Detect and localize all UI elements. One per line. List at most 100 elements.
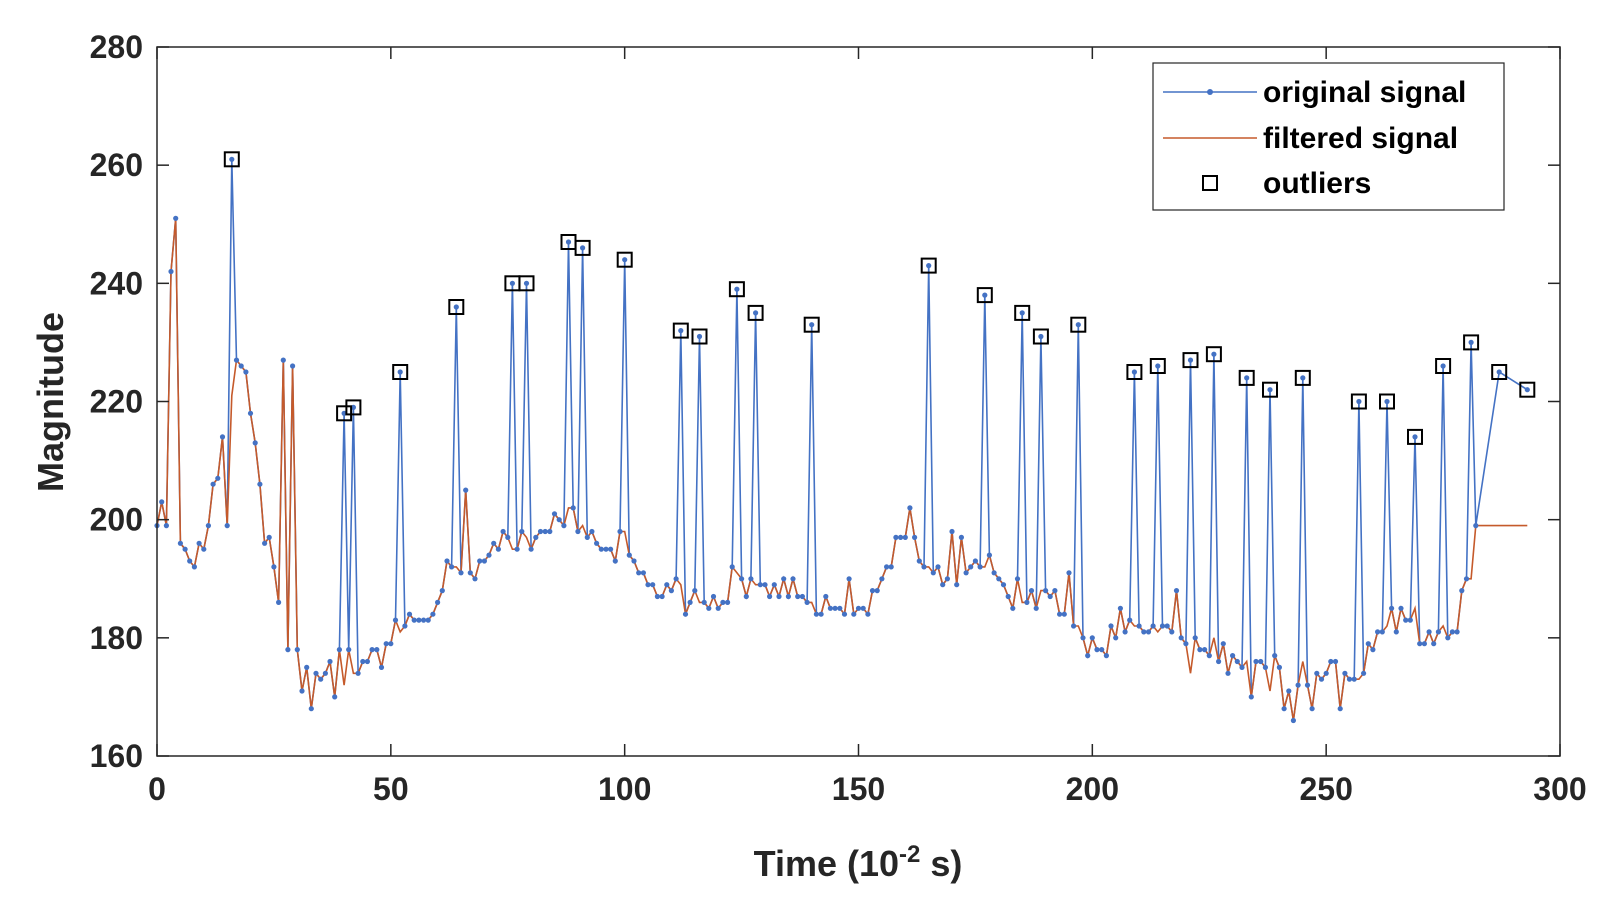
original-signal-point bbox=[435, 599, 441, 606]
outlier-marker bbox=[1463, 334, 1480, 351]
original-signal-point bbox=[1038, 333, 1044, 340]
original-signal-point bbox=[1248, 694, 1254, 700]
x-axis-title-tail: s) bbox=[920, 843, 962, 884]
original-signal-point bbox=[505, 534, 511, 541]
original-signal-point bbox=[177, 540, 183, 546]
original-signal-point bbox=[809, 322, 815, 328]
legend-box bbox=[1152, 62, 1505, 211]
original-signal-point bbox=[912, 534, 918, 541]
original-signal-point bbox=[1173, 588, 1180, 594]
original-signal-point bbox=[444, 558, 450, 564]
outlier-marker bbox=[336, 405, 353, 422]
original-signal-point bbox=[369, 647, 375, 653]
original-signal-point bbox=[383, 641, 389, 647]
original-signal-point bbox=[205, 523, 211, 529]
original-signal-point bbox=[1365, 641, 1371, 647]
original-signal-point bbox=[1276, 664, 1282, 671]
x-axis-title: Time (10-2 s) bbox=[754, 841, 963, 884]
original-signal-point bbox=[247, 410, 254, 416]
original-signal-point bbox=[1197, 647, 1203, 653]
original-signal-point bbox=[1155, 363, 1161, 369]
original-signal-point bbox=[233, 357, 240, 363]
original-signal-point bbox=[318, 676, 324, 682]
original-signal-point bbox=[589, 528, 595, 535]
original-signal-point bbox=[1262, 664, 1268, 671]
original-signal-point bbox=[1141, 629, 1147, 635]
original-signal-point bbox=[659, 593, 665, 600]
outlier-marker bbox=[1379, 393, 1395, 410]
original-signal-point bbox=[463, 487, 469, 493]
original-signal-point bbox=[542, 528, 548, 535]
original-signal-point bbox=[1332, 658, 1339, 665]
original-signal-point bbox=[1351, 676, 1357, 682]
original-signal-point bbox=[963, 570, 969, 576]
outlier-marker bbox=[1491, 364, 1508, 380]
outlier-marker bbox=[1182, 352, 1199, 369]
legend-original-label: original signal bbox=[1263, 76, 1466, 109]
original-signal-point bbox=[594, 540, 600, 546]
original-signal-point bbox=[458, 570, 464, 576]
outlier-marker bbox=[392, 364, 409, 380]
x-tick-label: 300 bbox=[1533, 771, 1586, 807]
original-signal-point bbox=[402, 623, 408, 629]
original-signal-point bbox=[968, 564, 974, 570]
original-signal-point bbox=[1159, 623, 1166, 629]
original-signal-point bbox=[1014, 576, 1021, 582]
original-signal-point bbox=[612, 558, 618, 564]
original-signal-point bbox=[1080, 635, 1086, 641]
original-signal-point bbox=[257, 481, 263, 487]
outlier-marker bbox=[728, 281, 745, 298]
original-signal-point bbox=[1000, 582, 1007, 588]
original-signal-point bbox=[827, 605, 834, 611]
original-signal-point bbox=[1337, 706, 1343, 712]
original-signal-point bbox=[1010, 605, 1016, 611]
original-signal-point bbox=[519, 528, 525, 535]
original-signal-point bbox=[1117, 605, 1123, 611]
original-signal-point bbox=[1379, 629, 1385, 635]
original-signal-point bbox=[715, 605, 721, 611]
original-signal-point bbox=[1187, 357, 1194, 363]
legend-outlier-label: outliers bbox=[1263, 167, 1371, 200]
outlier-marker bbox=[616, 251, 633, 268]
original-signal-point bbox=[584, 534, 590, 541]
original-signal-point bbox=[266, 534, 272, 541]
original-signal-point bbox=[472, 576, 478, 582]
original-signal-point bbox=[743, 593, 749, 600]
original-signal-point bbox=[224, 523, 230, 529]
legend: original signal filtered signal outliers bbox=[1152, 62, 1505, 211]
outlier-marker bbox=[920, 257, 937, 274]
outlier-marker bbox=[1294, 369, 1311, 386]
original-signal-point bbox=[1393, 629, 1399, 635]
original-signal-point bbox=[425, 617, 431, 623]
original-signal-point bbox=[898, 534, 904, 541]
original-signal-point bbox=[753, 310, 759, 316]
original-signal-point bbox=[813, 611, 820, 617]
original-signal-point bbox=[551, 511, 558, 517]
original-signal-point bbox=[1286, 688, 1292, 694]
x-tick-label: 250 bbox=[1299, 771, 1352, 807]
original-signal-point bbox=[1431, 641, 1437, 647]
original-signal-point bbox=[771, 582, 777, 588]
y-tick-label: 160 bbox=[90, 738, 143, 774]
outlier-marker bbox=[448, 299, 465, 315]
original-signal-point bbox=[1384, 398, 1390, 405]
legend-outlier-marker bbox=[1202, 175, 1218, 191]
original-signal-point bbox=[243, 369, 249, 375]
original-signal-point bbox=[1211, 351, 1217, 357]
original-signal-point bbox=[1028, 588, 1035, 594]
original-signal-point bbox=[1440, 363, 1446, 369]
original-signal-point bbox=[916, 558, 922, 564]
original-signal-point bbox=[491, 540, 497, 546]
original-signal-point bbox=[547, 528, 553, 535]
original-signal-point bbox=[1150, 623, 1156, 629]
original-signal-point bbox=[191, 564, 197, 570]
original-signal-point bbox=[804, 599, 810, 606]
original-signal-point bbox=[1295, 682, 1301, 688]
y-tick-label: 240 bbox=[90, 265, 143, 301]
y-tick-label: 260 bbox=[90, 147, 143, 183]
original-signal-point bbox=[930, 570, 936, 576]
original-signal-point bbox=[173, 215, 179, 221]
original-signal-point bbox=[528, 546, 534, 552]
original-signal-point bbox=[1136, 623, 1142, 629]
original-signal-point bbox=[818, 611, 824, 617]
